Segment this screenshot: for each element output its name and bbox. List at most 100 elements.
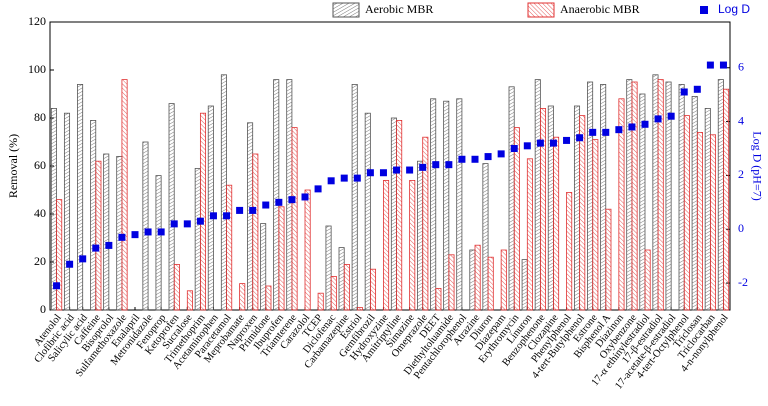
y2-tick-label: 2 — [738, 167, 744, 181]
bar — [226, 184, 233, 311]
y-tick-label: 120 — [28, 14, 46, 28]
bar — [103, 153, 110, 311]
bar — [644, 249, 651, 311]
bar — [443, 100, 450, 311]
log-d-point — [523, 142, 531, 150]
bar — [186, 290, 193, 311]
log-d-point — [366, 169, 374, 177]
log-d-point — [340, 174, 348, 182]
bar — [678, 84, 685, 311]
y-tick-label: 60 — [34, 158, 46, 172]
log-d-point — [563, 136, 571, 144]
bar — [579, 115, 586, 311]
y2-tick-label: 4 — [738, 113, 744, 127]
log-d-point — [170, 220, 178, 228]
log-d-point — [719, 61, 727, 69]
bar — [286, 79, 293, 311]
y-tick-label: 40 — [34, 206, 46, 220]
bar — [247, 122, 254, 311]
bar — [500, 249, 507, 311]
bar — [338, 247, 345, 311]
bar — [652, 74, 659, 311]
bar — [330, 275, 337, 311]
log-d-point — [275, 198, 283, 206]
log-d-point — [654, 115, 662, 123]
bar — [469, 249, 476, 311]
log-d-point — [327, 177, 335, 185]
bar — [521, 259, 528, 311]
legend-swatch — [700, 6, 708, 14]
bar — [482, 163, 489, 311]
bar — [56, 199, 63, 311]
bar — [194, 167, 201, 311]
log-d-point — [209, 212, 217, 220]
log-d-point — [641, 120, 649, 128]
bar — [422, 136, 429, 311]
bar — [587, 81, 594, 311]
bar — [539, 108, 547, 311]
bar — [90, 120, 97, 311]
bar — [448, 254, 455, 311]
log-d-point — [693, 85, 701, 93]
log-d-point — [445, 161, 453, 169]
bar — [239, 283, 246, 311]
log-d-point — [353, 174, 361, 182]
bar — [77, 84, 84, 311]
log-d-point — [79, 255, 87, 263]
log-d-point — [706, 61, 714, 69]
bar — [364, 112, 371, 311]
y-axis-label: Removal (%) — [6, 134, 20, 198]
bar — [317, 292, 324, 311]
log-d-point — [667, 112, 675, 120]
log-d-point — [393, 166, 401, 174]
log-d-point — [471, 155, 479, 163]
bar — [273, 79, 280, 311]
log-d-point — [680, 88, 688, 96]
bar — [691, 96, 698, 311]
bar — [260, 223, 267, 311]
log-d-point — [602, 128, 610, 136]
log-d-point — [118, 233, 126, 241]
bar — [605, 208, 612, 311]
bar — [487, 256, 494, 311]
bar — [369, 268, 377, 311]
legend-swatch — [527, 2, 555, 18]
y2-tick-label: 6 — [738, 60, 744, 74]
bar — [63, 112, 71, 311]
bar — [155, 175, 162, 311]
bar — [304, 189, 311, 311]
log-d-point — [131, 231, 139, 239]
bar — [50, 108, 57, 311]
y-tick-label: 20 — [34, 254, 46, 268]
log-d-point — [615, 126, 623, 134]
bar — [383, 179, 390, 311]
bar — [696, 131, 703, 311]
legend-label: Anaerobic MBR — [560, 2, 640, 16]
bar — [665, 81, 672, 311]
log-d-point — [314, 185, 322, 193]
bar — [553, 136, 560, 311]
bar — [526, 158, 533, 311]
log-d-point — [589, 128, 597, 136]
bar — [356, 307, 363, 311]
bar — [220, 74, 227, 311]
bar — [168, 103, 175, 311]
y2-tick-label: 0 — [738, 221, 744, 235]
log-d-point — [419, 163, 427, 171]
bar — [207, 105, 214, 311]
y2-axis-label: Log D (pH=7) — [750, 131, 764, 200]
bar — [417, 160, 424, 311]
bar — [717, 79, 724, 311]
log-d-point — [510, 145, 518, 153]
bar — [534, 79, 541, 311]
bar — [639, 93, 646, 311]
y-tick-label: 0 — [40, 302, 46, 316]
log-d-point — [379, 169, 387, 177]
y-tick-label: 100 — [28, 62, 46, 76]
log-d-point — [249, 206, 257, 214]
log-d-point — [236, 206, 244, 214]
bar — [631, 81, 638, 311]
bar — [435, 287, 442, 311]
bar — [173, 263, 180, 311]
